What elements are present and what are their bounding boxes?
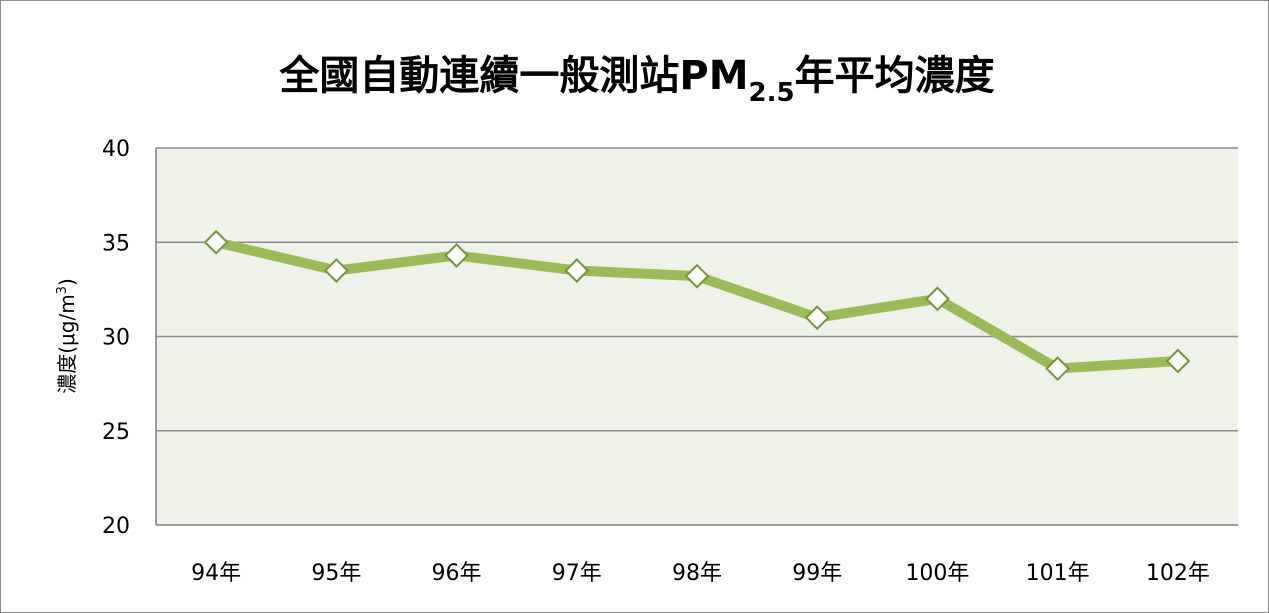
x-tick-label-3: 96年 <box>432 561 482 586</box>
y-axis-label-suffix: ) <box>55 278 79 286</box>
y-axis-label: 濃度(μg/m3) <box>55 278 79 394</box>
data-point-2 <box>323 258 349 283</box>
x-tick-label-7: 100年 <box>905 561 969 586</box>
chart-title-subscript: 2.5 <box>749 78 795 108</box>
data-point-6 <box>804 305 830 331</box>
data-point-5 <box>684 263 710 289</box>
data-point-9 <box>1165 348 1191 374</box>
x-tick-label-1: 94年 <box>191 561 241 586</box>
chart-title-main: 全國自動連續一般測站PM <box>278 53 748 99</box>
data-point-4 <box>564 258 590 283</box>
y-tick-label-30: 30 <box>102 326 130 351</box>
data-point-3 <box>444 243 469 268</box>
y-tick-label-20: 20 <box>102 514 130 539</box>
chart-title-suffix: 年平均濃度 <box>795 53 995 99</box>
gridlines <box>156 147 1238 432</box>
chart-title: 全國自動連續一般測站PM2.5年平均濃度 <box>278 53 994 108</box>
y-axis-label-superscript: 3 <box>55 286 70 294</box>
x-tick-labels: 94年 95年 96年 97年 98年 99年 100年 101年 102年 <box>191 561 1210 586</box>
y-tick-label-35: 35 <box>102 231 130 256</box>
x-tick-label-2: 95年 <box>311 561 361 586</box>
x-tick-label-9: 102年 <box>1146 561 1210 586</box>
x-tick-label-6: 99年 <box>792 561 842 586</box>
y-tick-labels: 20 25 30 35 40 <box>102 137 130 539</box>
data-point-7 <box>925 286 950 312</box>
x-tick-label-5: 98年 <box>672 561 722 586</box>
y-axis-label-main: 濃度(μg/m <box>55 294 79 393</box>
marker-layer <box>203 229 1191 381</box>
y-tick-label-25: 25 <box>102 420 130 445</box>
data-point-1 <box>203 229 229 255</box>
x-tick-label-8: 101年 <box>1026 561 1090 586</box>
data-point-8 <box>1045 356 1071 381</box>
x-tick-label-4: 97年 <box>552 561 602 586</box>
y-tick-label-40: 40 <box>102 137 130 162</box>
